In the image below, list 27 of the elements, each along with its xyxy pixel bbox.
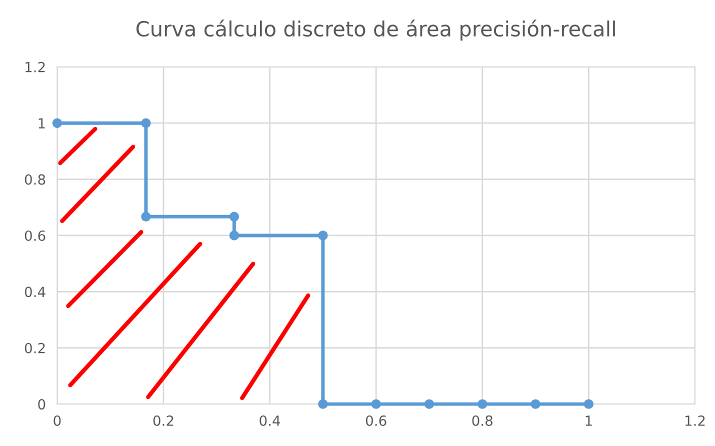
point <box>141 212 151 222</box>
point <box>584 399 594 409</box>
y-tick-label: 0.2 <box>24 342 45 354</box>
point <box>229 230 240 240</box>
y-tick-label: 0.6 <box>24 230 46 241</box>
y-tick-label: 1.2 <box>26 62 45 72</box>
point <box>478 399 488 409</box>
point <box>371 399 381 409</box>
y-tick-label: 1 <box>38 118 45 128</box>
x-tick-label: 0.4 <box>260 415 280 426</box>
x-tick-label: 0.8 <box>472 415 492 426</box>
point <box>424 399 434 409</box>
point <box>229 212 240 222</box>
x-tick-label: 0.2 <box>153 415 174 426</box>
y-tick-label: 0.8 <box>24 174 46 185</box>
x-tick-label: 0 <box>54 415 61 426</box>
point <box>318 399 328 409</box>
point <box>318 230 328 240</box>
y-tick-label: 0.4 <box>24 286 46 298</box>
chart-title: Curva cálculo discreto de área precisión-recall <box>136 20 615 41</box>
point <box>52 118 62 128</box>
point <box>530 399 540 409</box>
x-tick-label: 0.6 <box>366 415 386 426</box>
y-tick-label: 0 <box>38 399 46 410</box>
x-tick-label: 1 <box>586 416 592 426</box>
point <box>141 118 151 128</box>
x-tick-label: 1.2 <box>685 415 705 426</box>
